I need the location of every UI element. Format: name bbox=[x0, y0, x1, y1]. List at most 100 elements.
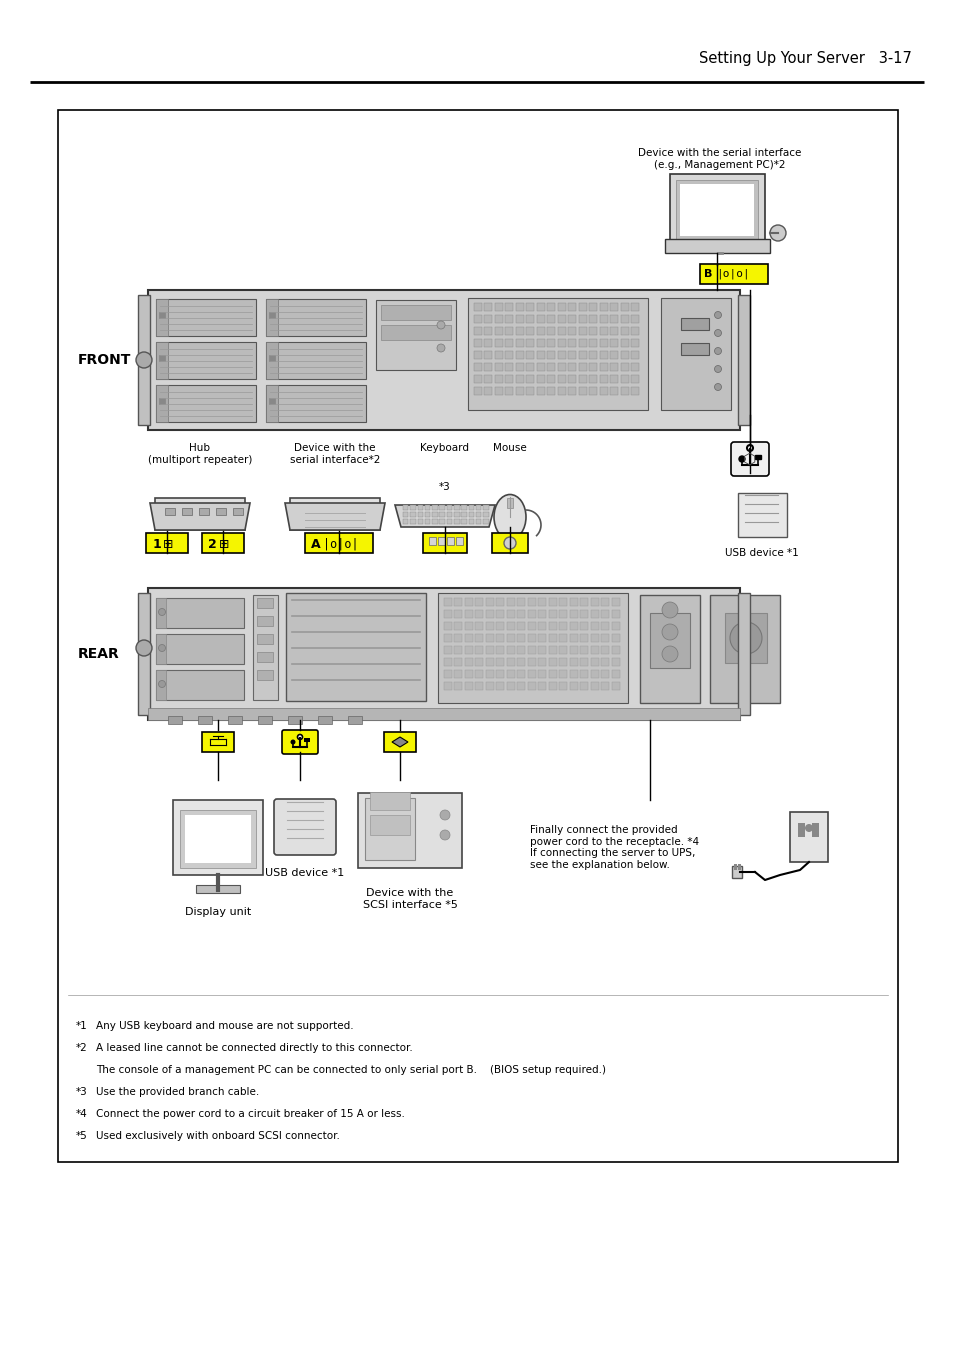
Bar bbox=[156, 670, 244, 700]
Bar bbox=[589, 363, 597, 371]
Bar bbox=[579, 611, 588, 617]
Bar bbox=[599, 338, 607, 346]
Bar bbox=[547, 303, 555, 311]
Bar bbox=[443, 658, 452, 666]
Bar bbox=[590, 599, 598, 607]
Bar bbox=[620, 387, 628, 395]
Bar bbox=[464, 611, 473, 617]
Bar bbox=[537, 363, 544, 371]
Bar bbox=[424, 506, 430, 510]
Bar bbox=[439, 506, 444, 510]
Bar bbox=[266, 386, 366, 422]
Bar bbox=[620, 375, 628, 383]
Bar bbox=[599, 363, 607, 371]
Bar bbox=[547, 363, 555, 371]
Bar bbox=[537, 350, 544, 359]
Bar bbox=[443, 634, 452, 642]
Bar bbox=[454, 506, 459, 510]
Bar bbox=[612, 658, 619, 666]
Bar bbox=[610, 328, 618, 336]
Bar bbox=[517, 621, 525, 630]
Bar bbox=[195, 886, 240, 892]
Bar bbox=[156, 634, 244, 665]
Bar bbox=[548, 611, 557, 617]
Bar bbox=[610, 338, 618, 346]
Bar bbox=[590, 611, 598, 617]
Bar bbox=[620, 328, 628, 336]
Bar bbox=[620, 338, 628, 346]
Bar bbox=[454, 519, 459, 524]
Text: Display unit: Display unit bbox=[185, 907, 251, 917]
FancyBboxPatch shape bbox=[669, 174, 764, 245]
Bar bbox=[610, 387, 618, 395]
Bar bbox=[454, 634, 462, 642]
Bar bbox=[172, 799, 263, 875]
Bar bbox=[495, 387, 502, 395]
Bar bbox=[256, 616, 273, 625]
Bar bbox=[432, 512, 437, 518]
Bar bbox=[709, 594, 780, 704]
Bar bbox=[612, 621, 619, 630]
Bar bbox=[527, 658, 536, 666]
Bar bbox=[443, 621, 452, 630]
Bar bbox=[526, 328, 534, 336]
Bar bbox=[548, 670, 557, 678]
Ellipse shape bbox=[494, 495, 525, 539]
Bar bbox=[148, 290, 740, 430]
Bar bbox=[578, 350, 586, 359]
Bar bbox=[579, 646, 588, 654]
Bar bbox=[568, 338, 576, 346]
Bar bbox=[599, 303, 607, 311]
Bar bbox=[601, 682, 609, 690]
Bar bbox=[526, 303, 534, 311]
Bar bbox=[569, 646, 578, 654]
Bar bbox=[464, 621, 473, 630]
Bar bbox=[590, 658, 598, 666]
Text: Use the provided branch cable.: Use the provided branch cable. bbox=[96, 1086, 259, 1097]
Bar bbox=[590, 682, 598, 690]
Circle shape bbox=[714, 365, 720, 372]
Bar bbox=[461, 519, 466, 524]
Bar bbox=[548, 658, 557, 666]
Circle shape bbox=[661, 603, 678, 617]
Bar bbox=[506, 646, 515, 654]
Bar bbox=[257, 716, 272, 724]
Text: ⊞: ⊞ bbox=[218, 538, 229, 550]
Bar bbox=[548, 646, 557, 654]
Bar bbox=[148, 588, 740, 720]
Bar bbox=[446, 519, 452, 524]
Bar bbox=[505, 338, 513, 346]
Bar bbox=[789, 811, 827, 861]
Bar bbox=[495, 350, 502, 359]
Bar bbox=[578, 315, 586, 324]
Text: A leased line cannot be connected directly to this connector.: A leased line cannot be connected direct… bbox=[96, 1043, 413, 1053]
Text: REAR: REAR bbox=[78, 647, 120, 661]
Bar bbox=[738, 295, 749, 425]
Bar bbox=[679, 183, 753, 236]
Bar bbox=[474, 350, 481, 359]
Bar bbox=[148, 708, 740, 720]
Bar bbox=[484, 303, 492, 311]
Bar bbox=[680, 342, 708, 355]
Text: USB device *1: USB device *1 bbox=[724, 549, 798, 558]
Bar bbox=[437, 593, 627, 704]
Text: B: B bbox=[703, 270, 712, 279]
Bar bbox=[483, 519, 488, 524]
Bar bbox=[568, 303, 576, 311]
Bar bbox=[517, 634, 525, 642]
Bar bbox=[547, 350, 555, 359]
Bar bbox=[506, 658, 515, 666]
Bar bbox=[447, 537, 454, 545]
Bar bbox=[288, 716, 302, 724]
Bar bbox=[156, 599, 244, 628]
Bar bbox=[537, 634, 546, 642]
Bar bbox=[156, 634, 166, 665]
Bar bbox=[578, 375, 586, 383]
Bar bbox=[437, 537, 444, 545]
Bar bbox=[601, 646, 609, 654]
Bar bbox=[568, 315, 576, 324]
Bar bbox=[417, 512, 423, 518]
Bar bbox=[516, 375, 523, 383]
Bar bbox=[417, 519, 423, 524]
Bar bbox=[474, 303, 481, 311]
